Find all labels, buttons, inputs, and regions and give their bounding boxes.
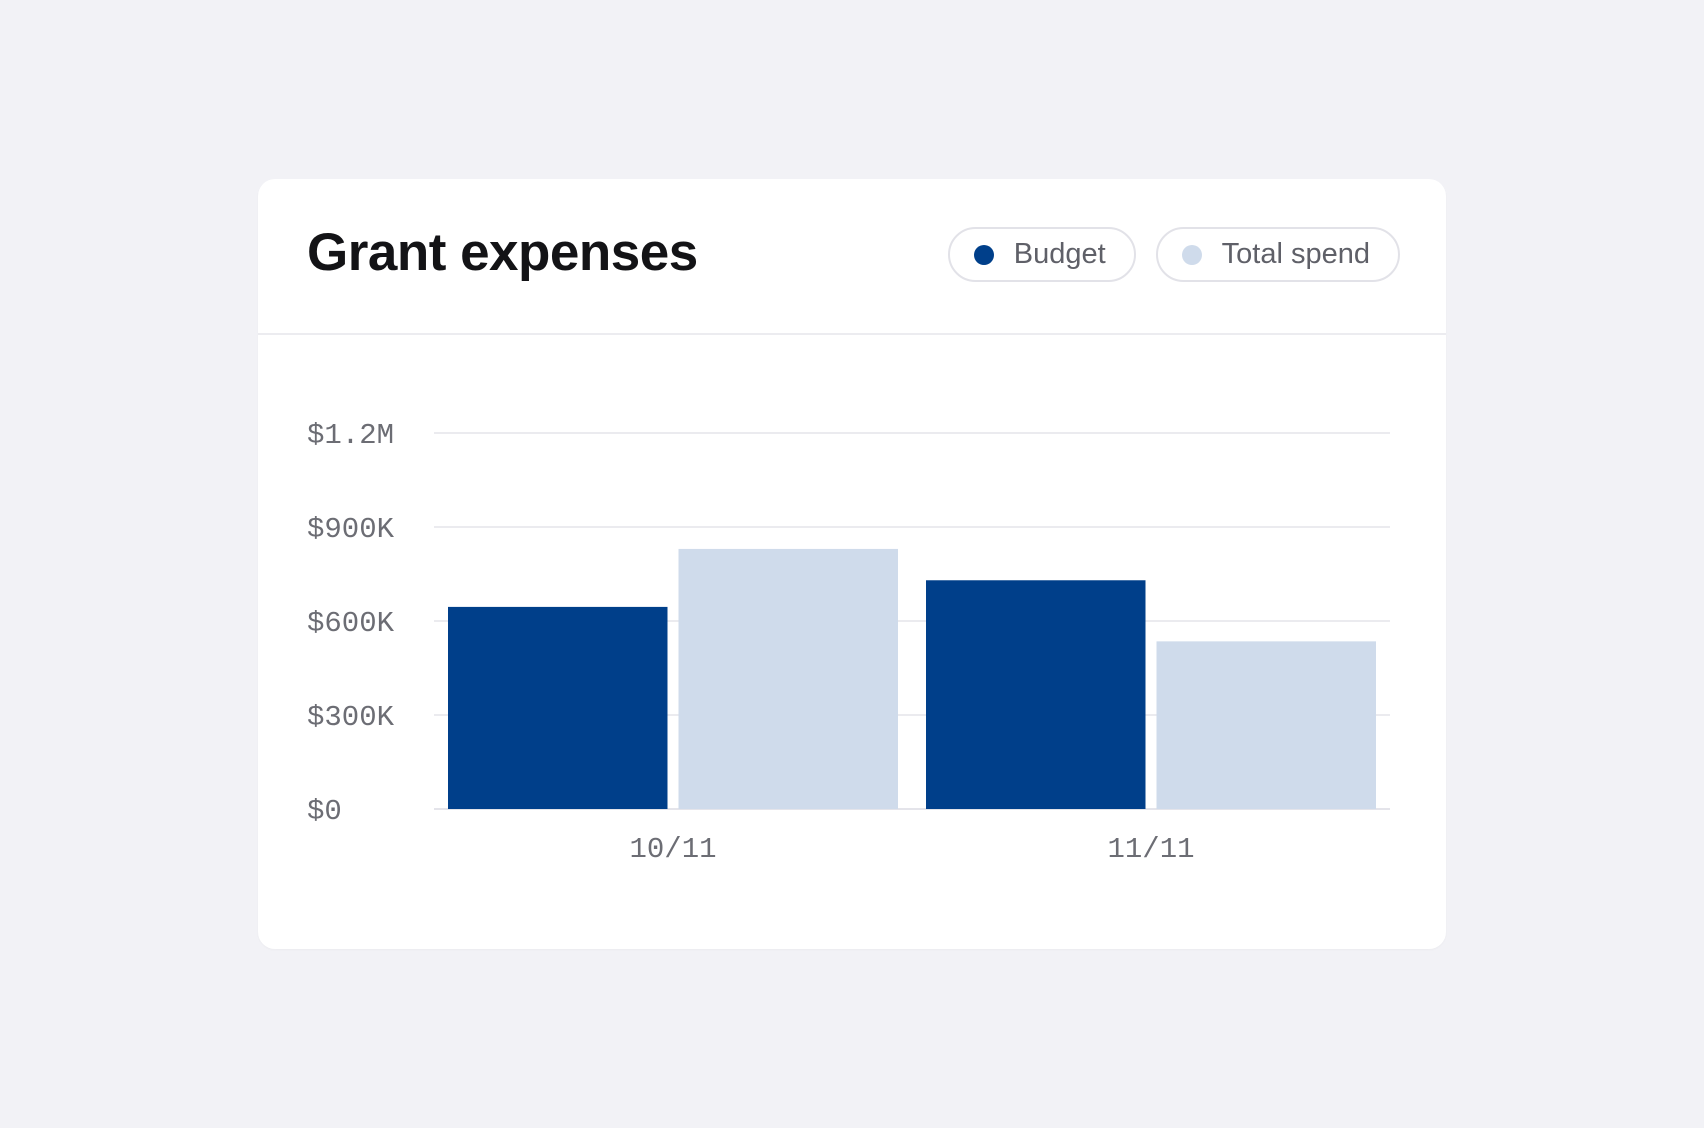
legend-chip-budget[interactable]: Budget — [947, 227, 1136, 282]
x-axis-ticks: 10/11 11/11 — [629, 833, 1194, 866]
legend-label-budget: Budget — [1013, 238, 1106, 270]
bar-total-spend-2[interactable] — [1156, 641, 1377, 809]
legend: Budget Total spend — [947, 227, 1400, 282]
y-tick-label: $600K — [307, 607, 395, 640]
bar-chart: $0 $300K $600K $900K $1.2M 10/11 11/11 — [307, 419, 1390, 866]
chart-card: Grant expenses Budget Total spend $0 $300… — [258, 179, 1446, 949]
chart-title: Grant expenses — [307, 223, 698, 282]
legend-label-total-spend: Total spend — [1221, 238, 1370, 270]
y-tick-label: $0 — [307, 795, 342, 828]
chart-area: $0 $300K $600K $900K $1.2M 10/11 11/11 — [258, 335, 1446, 949]
y-tick-label: $900K — [307, 513, 395, 546]
y-tick-label: $300K — [307, 701, 395, 734]
y-tick-label: $1.2M — [307, 419, 394, 452]
bar-budget-1[interactable] — [448, 606, 668, 809]
legend-dot-budget-icon — [973, 244, 994, 265]
x-tick-label: 10/11 — [629, 833, 716, 866]
bar-total-spend-1[interactable] — [678, 548, 899, 809]
y-axis-ticks: $0 $300K $600K $900K $1.2M — [307, 419, 395, 828]
legend-dot-total-spend-icon — [1181, 244, 1202, 265]
legend-chip-total-spend[interactable]: Total spend — [1155, 227, 1400, 282]
card-header: Grant expenses Budget Total spend — [258, 179, 1446, 335]
bars — [448, 548, 1377, 809]
bar-budget-2[interactable] — [926, 580, 1146, 809]
x-tick-label: 11/11 — [1107, 833, 1194, 866]
